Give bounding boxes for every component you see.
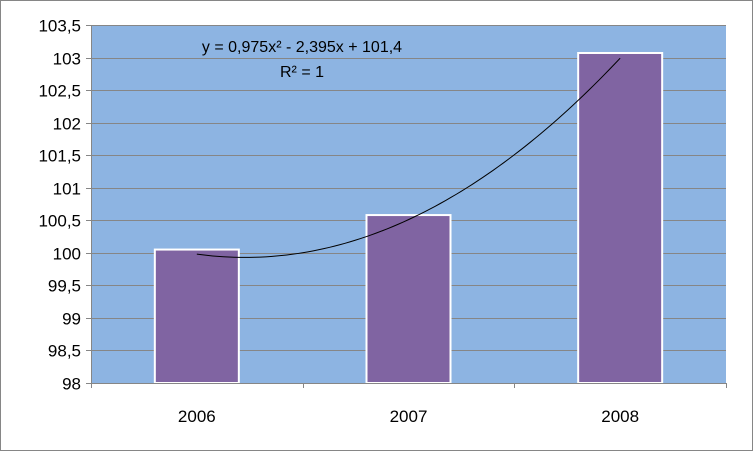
x-tick-label: 2007 [390, 407, 428, 426]
y-tick-label: 101,5 [38, 147, 81, 166]
bar [153, 248, 240, 384]
y-tick-label: 101 [53, 180, 81, 199]
y-tick-label: 100,5 [38, 212, 81, 231]
y-tick-label: 99 [62, 310, 81, 329]
trendline [196, 57, 621, 258]
trendline-r-squared: R² = 1 [280, 64, 324, 81]
x-tick-label: 2006 [178, 407, 216, 426]
bar [577, 51, 664, 384]
y-tick-label: 102,5 [38, 82, 81, 101]
y-tick-label: 102 [53, 115, 81, 134]
y-tick-label: 99,5 [48, 277, 81, 296]
x-tick-label: 2008 [601, 407, 639, 426]
trendline-equation: y = 0,975x² - 2,395x + 101,4 [202, 39, 402, 56]
x-axis-ticks: 2006 2007 2008 [91, 383, 727, 426]
axes [91, 25, 726, 384]
y-tick-label: 103,5 [38, 17, 81, 36]
y-tick-label: 100 [53, 245, 81, 264]
bars [153, 51, 664, 384]
bar [365, 214, 452, 384]
y-tick-label: 103 [53, 50, 81, 69]
y-tick-label: 98 [62, 375, 81, 394]
y-axis-ticks: 98 98,5 99 99,5 100 100,5 101 101,5 102 102,5 103 1… [38, 17, 91, 394]
y-tick-label: 98,5 [48, 342, 81, 361]
